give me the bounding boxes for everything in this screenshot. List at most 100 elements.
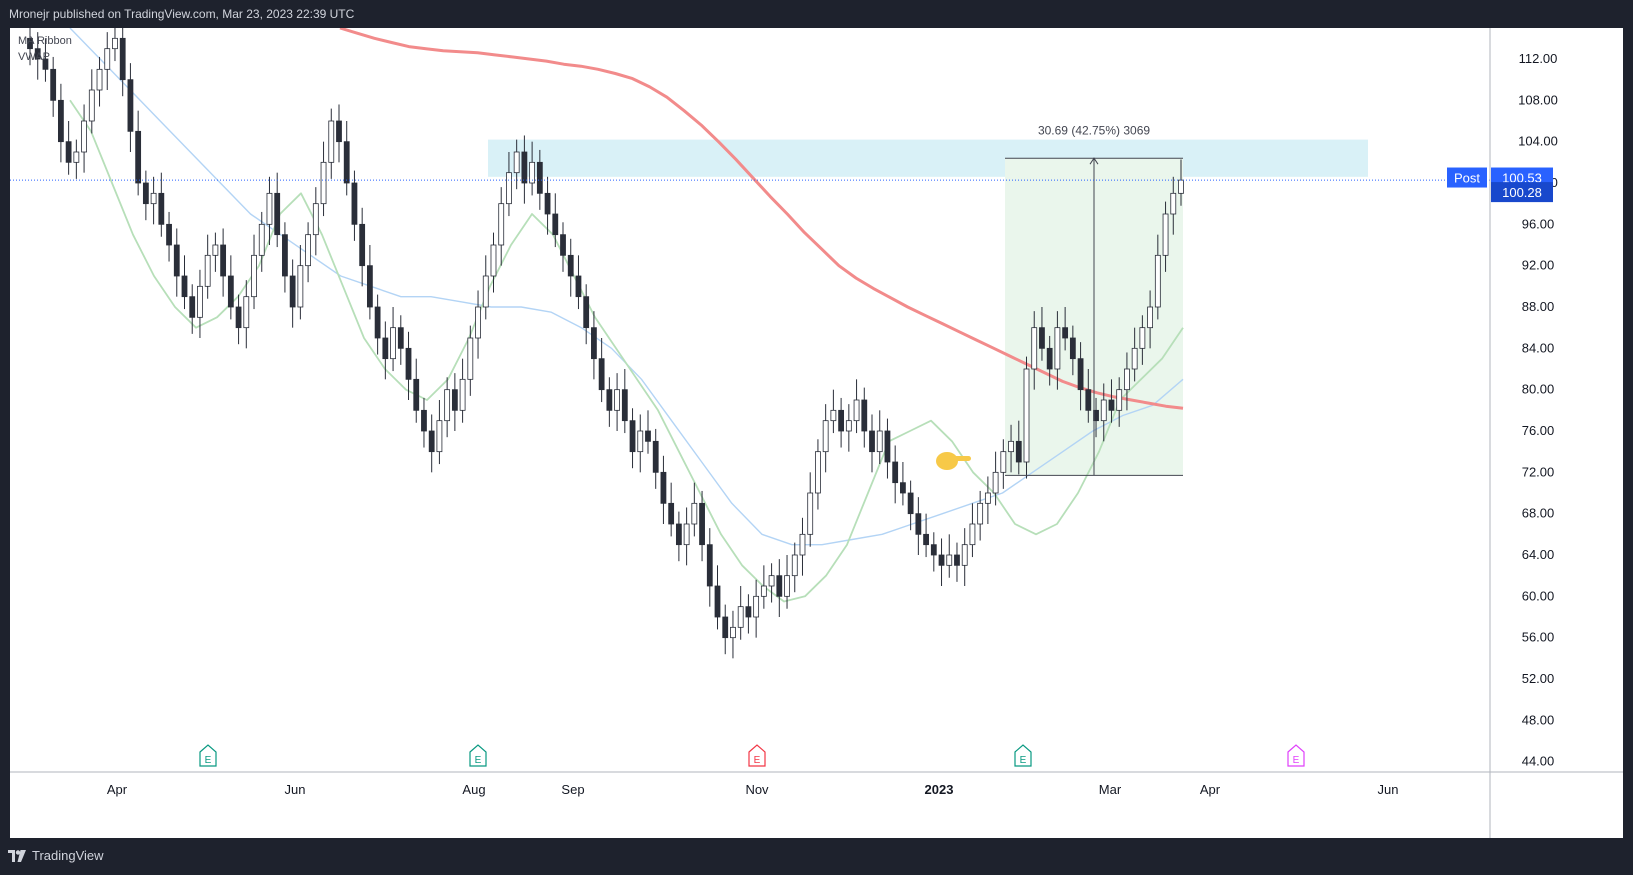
candle[interactable]	[730, 610, 736, 659]
candle[interactable]	[992, 451, 999, 506]
candle[interactable]	[135, 110, 142, 196]
candle[interactable]	[675, 511, 682, 562]
candle[interactable]	[1131, 327, 1138, 382]
candle[interactable]	[96, 56, 103, 107]
candle[interactable]	[88, 69, 95, 134]
candle[interactable]	[567, 238, 574, 297]
earnings-marker[interactable]: E	[469, 744, 487, 767]
candle[interactable]	[1139, 315, 1146, 365]
candle[interactable]	[529, 141, 536, 196]
candle[interactable]	[637, 414, 644, 473]
candle[interactable]	[251, 234, 257, 310]
indicator-label[interactable]: VWAP	[18, 51, 50, 63]
candle[interactable]	[428, 414, 435, 473]
candle[interactable]	[436, 400, 443, 465]
candle[interactable]	[760, 565, 767, 609]
candle[interactable]	[282, 222, 288, 293]
candle[interactable]	[498, 187, 505, 266]
candle[interactable]	[691, 482, 698, 537]
candle[interactable]	[475, 290, 481, 359]
candle[interactable]	[621, 369, 628, 434]
candle[interactable]	[312, 187, 319, 256]
candle[interactable]	[660, 455, 667, 524]
candle[interactable]	[645, 410, 651, 454]
candle[interactable]	[444, 377, 451, 438]
earnings-marker[interactable]: E	[1287, 744, 1305, 767]
candle[interactable]	[1124, 352, 1130, 411]
candle[interactable]	[27, 25, 33, 66]
candle[interactable]	[915, 497, 922, 555]
candle[interactable]	[714, 565, 721, 630]
candle[interactable]	[173, 228, 180, 297]
candle[interactable]	[1085, 369, 1092, 423]
candle[interactable]	[274, 172, 281, 248]
candle[interactable]	[382, 321, 389, 380]
candle[interactable]	[374, 294, 381, 355]
candle[interactable]	[328, 108, 335, 179]
candle[interactable]	[876, 410, 883, 465]
candle[interactable]	[521, 135, 528, 204]
candle[interactable]	[1039, 307, 1045, 361]
resistance-zone[interactable]	[488, 139, 1368, 177]
candle[interactable]	[699, 490, 705, 562]
candle[interactable]	[954, 542, 960, 582]
candle[interactable]	[390, 307, 396, 372]
candle[interactable]	[243, 280, 250, 349]
candle[interactable]	[799, 517, 806, 576]
indicator-label[interactable]: MA Ribbon	[18, 35, 72, 47]
candle[interactable]	[745, 594, 752, 634]
candle[interactable]	[212, 232, 219, 272]
candle[interactable]	[119, 25, 126, 97]
candle[interactable]	[1062, 307, 1069, 351]
candle[interactable]	[598, 338, 605, 403]
chart-area[interactable]: 30.69 (42.75%) 3069 112.00 108.00 104.00 10…	[10, 17, 1623, 838]
candle[interactable]	[197, 269, 203, 338]
tradingview-brand[interactable]: TradingView	[8, 848, 104, 863]
candle[interactable]	[722, 604, 729, 655]
candle[interactable]	[258, 211, 265, 272]
candle[interactable]	[359, 207, 366, 287]
candle[interactable]	[629, 408, 636, 469]
candle[interactable]	[853, 379, 860, 434]
candle[interactable]	[127, 63, 134, 152]
candle[interactable]	[822, 404, 829, 473]
candle[interactable]	[397, 315, 404, 365]
candle[interactable]	[57, 83, 64, 163]
candle[interactable]	[166, 211, 172, 262]
candle[interactable]	[583, 284, 590, 345]
candle[interactable]	[807, 472, 814, 547]
candle[interactable]	[336, 104, 342, 163]
candle[interactable]	[142, 170, 149, 221]
candle[interactable]	[220, 228, 227, 297]
candle[interactable]	[1069, 325, 1076, 376]
candle[interactable]	[536, 149, 543, 210]
candle[interactable]	[614, 373, 620, 431]
candle[interactable]	[405, 331, 412, 400]
candle[interactable]	[1100, 383, 1107, 442]
candle[interactable]	[1077, 342, 1084, 411]
candle[interactable]	[158, 172, 165, 237]
candle[interactable]	[768, 563, 775, 603]
candle[interactable]	[1116, 377, 1123, 427]
candle[interactable]	[930, 532, 937, 572]
candle[interactable]	[266, 176, 273, 245]
candle[interactable]	[668, 482, 675, 537]
candle[interactable]	[305, 222, 311, 283]
candle[interactable]	[984, 476, 991, 524]
candle[interactable]	[923, 513, 929, 558]
candle[interactable]	[606, 377, 613, 427]
candle[interactable]	[1147, 290, 1154, 349]
candle[interactable]	[513, 139, 520, 190]
candle[interactable]	[421, 397, 427, 448]
candle[interactable]	[1170, 176, 1177, 235]
candle[interactable]	[977, 490, 984, 541]
candle[interactable]	[907, 480, 914, 531]
candle[interactable]	[938, 538, 945, 586]
candle[interactable]	[297, 245, 304, 320]
candle[interactable]	[892, 445, 899, 504]
candle[interactable]	[343, 121, 350, 196]
earnings-marker[interactable]: E	[1014, 744, 1032, 767]
candle[interactable]	[104, 32, 111, 90]
candle[interactable]	[791, 542, 798, 593]
candle[interactable]	[753, 579, 760, 638]
